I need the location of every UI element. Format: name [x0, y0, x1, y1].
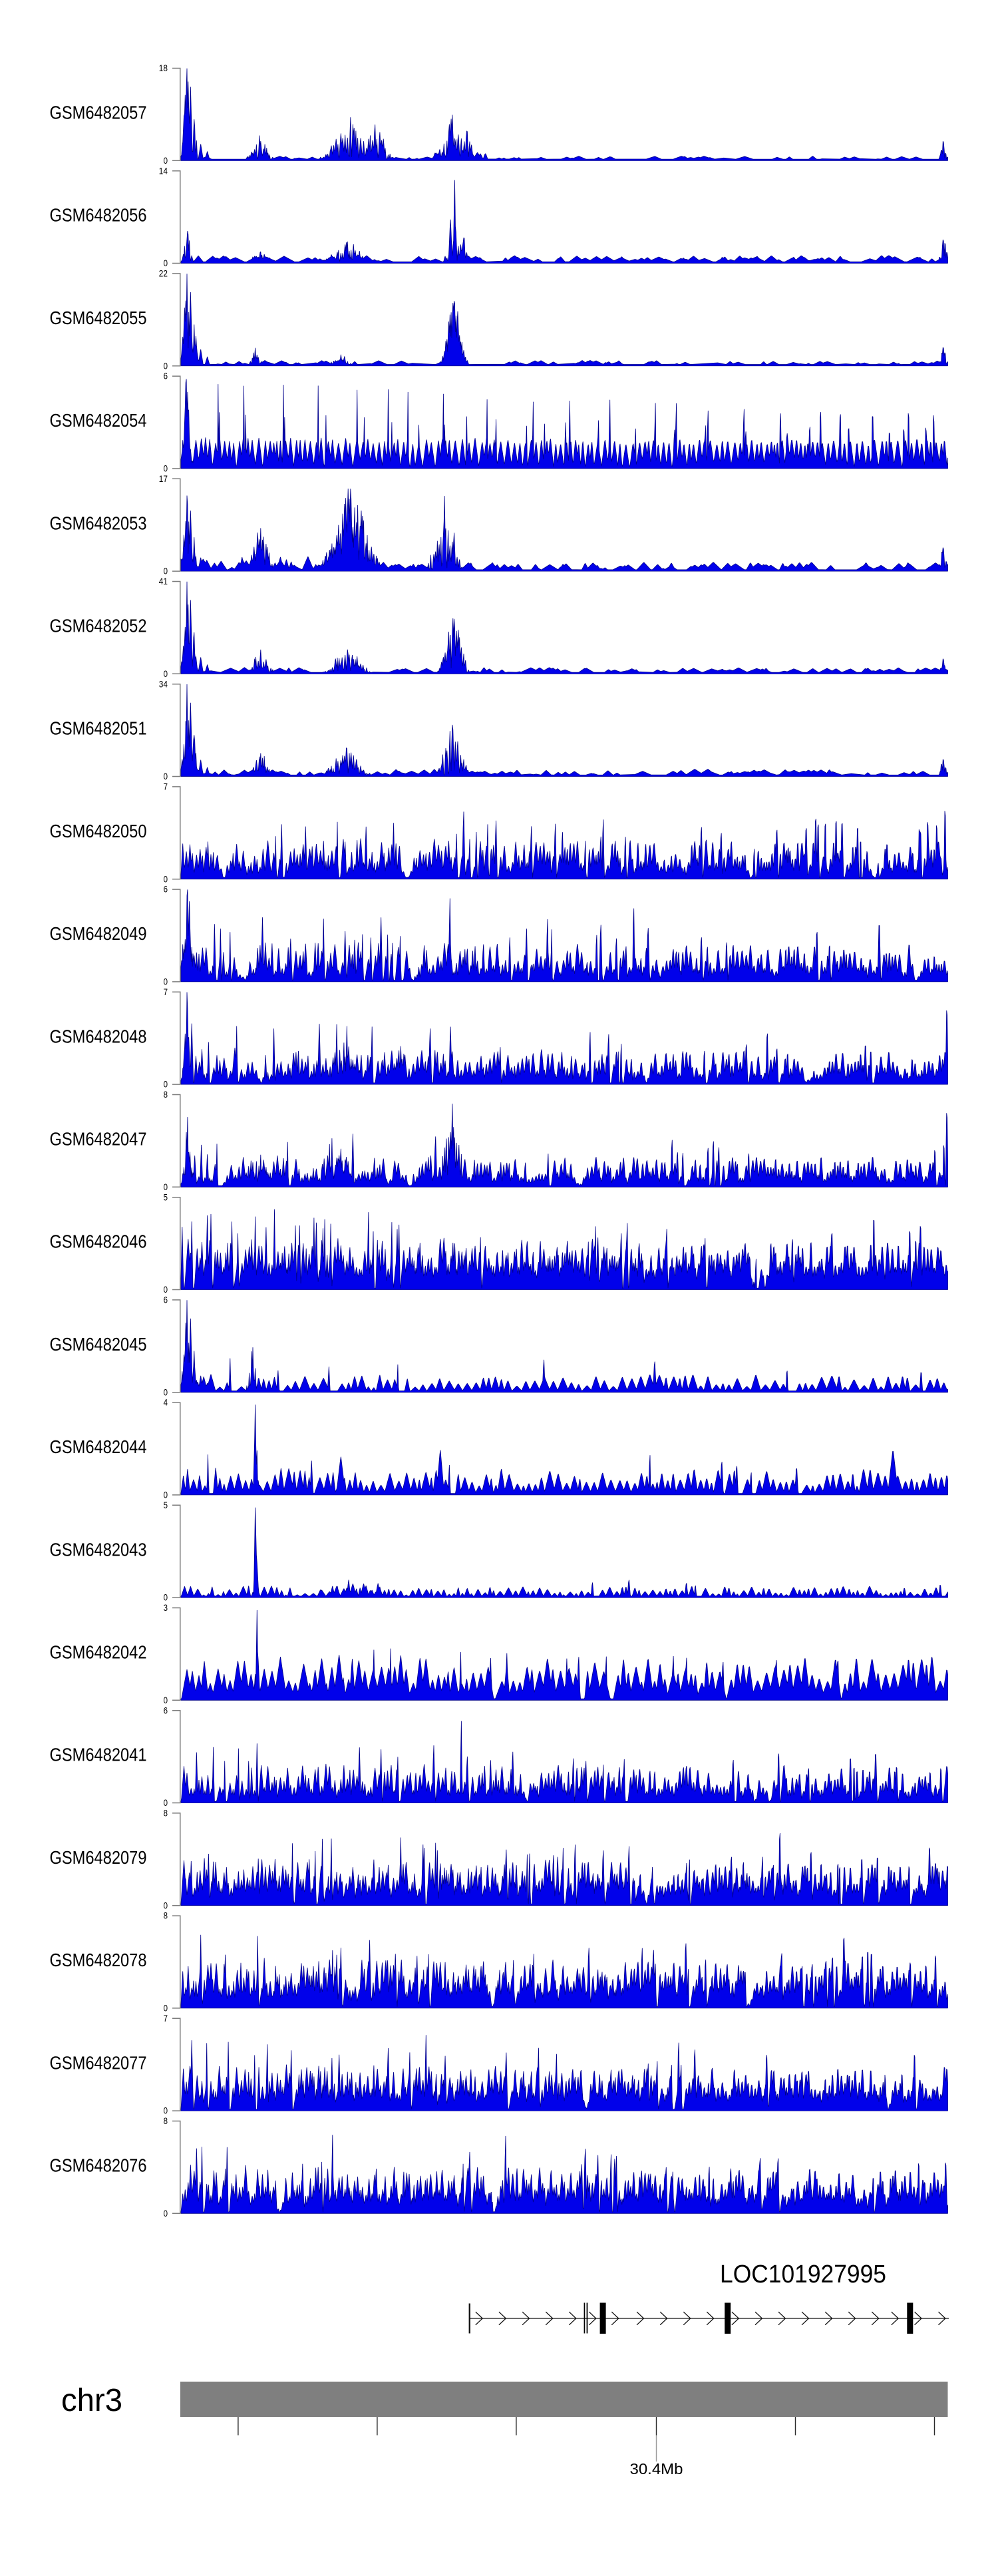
svg-text:GSM6482051: GSM6482051 [50, 718, 147, 739]
svg-text:0: 0 [164, 668, 168, 679]
svg-text:3: 3 [164, 1602, 168, 1613]
svg-text:30.4Mb: 30.4Mb [630, 2460, 683, 2477]
svg-text:5: 5 [164, 1191, 168, 1202]
svg-text:0: 0 [164, 258, 168, 268]
svg-text:0: 0 [164, 1181, 168, 1192]
svg-text:GSM6482049: GSM6482049 [50, 923, 147, 944]
svg-text:GSM6482052: GSM6482052 [50, 616, 147, 636]
svg-text:0: 0 [164, 1387, 168, 1397]
svg-text:34: 34 [159, 678, 168, 689]
svg-text:GSM6482044: GSM6482044 [50, 1436, 147, 1457]
svg-text:GSM6482057: GSM6482057 [50, 103, 147, 123]
svg-text:GSM6482055: GSM6482055 [50, 308, 147, 328]
svg-text:18: 18 [159, 63, 168, 73]
svg-text:0: 0 [164, 771, 168, 781]
svg-text:GSM6482043: GSM6482043 [50, 1539, 147, 1560]
svg-text:0: 0 [164, 1079, 168, 1090]
svg-text:GSM6482056: GSM6482056 [50, 205, 147, 226]
svg-text:0: 0 [164, 873, 168, 884]
svg-text:7: 7 [164, 2013, 168, 2024]
svg-text:GSM6482048: GSM6482048 [50, 1026, 147, 1046]
svg-text:22: 22 [159, 268, 168, 279]
svg-text:0: 0 [164, 1797, 168, 1808]
svg-text:0: 0 [164, 2003, 168, 2014]
svg-text:6: 6 [164, 371, 168, 381]
svg-text:8: 8 [164, 2115, 168, 2126]
svg-text:GSM6482050: GSM6482050 [50, 821, 147, 841]
svg-text:0: 0 [164, 1284, 168, 1295]
svg-text:0: 0 [164, 976, 168, 987]
svg-text:LOC101927995: LOC101927995 [720, 2260, 886, 2288]
svg-text:GSM6482045: GSM6482045 [50, 1334, 147, 1355]
svg-text:0: 0 [164, 155, 168, 166]
svg-text:GSM6482046: GSM6482046 [50, 1231, 147, 1252]
svg-text:0: 0 [164, 2208, 168, 2219]
svg-text:8: 8 [164, 1808, 168, 1819]
svg-text:8: 8 [164, 1089, 168, 1100]
svg-text:7: 7 [164, 986, 168, 997]
svg-text:GSM6482076: GSM6482076 [50, 2155, 147, 2176]
svg-text:7: 7 [164, 781, 168, 792]
svg-text:GSM6482053: GSM6482053 [50, 513, 147, 533]
svg-text:GSM6482078: GSM6482078 [50, 1950, 147, 1970]
svg-text:6: 6 [164, 1295, 168, 1305]
svg-text:0: 0 [164, 1490, 168, 1500]
svg-text:14: 14 [159, 165, 168, 176]
svg-text:6: 6 [164, 1705, 168, 1715]
svg-text:0: 0 [164, 566, 168, 576]
svg-text:GSM6482079: GSM6482079 [50, 1847, 147, 1868]
svg-text:0: 0 [164, 1900, 168, 1910]
svg-text:6: 6 [164, 884, 168, 895]
svg-text:GSM6482054: GSM6482054 [50, 410, 147, 431]
svg-text:chr3: chr3 [61, 2382, 122, 2418]
svg-text:GSM6482041: GSM6482041 [50, 1745, 147, 1765]
svg-text:0: 0 [164, 1592, 168, 1603]
svg-text:4: 4 [164, 1397, 168, 1408]
svg-text:GSM6482042: GSM6482042 [50, 1642, 147, 1663]
svg-text:0: 0 [164, 2105, 168, 2116]
svg-text:GSM6482077: GSM6482077 [50, 2052, 147, 2073]
svg-text:0: 0 [164, 1695, 168, 1705]
svg-text:GSM6482047: GSM6482047 [50, 1129, 147, 1150]
svg-text:5: 5 [164, 1500, 168, 1510]
svg-text:41: 41 [159, 576, 168, 586]
svg-text:17: 17 [159, 473, 168, 484]
svg-text:0: 0 [164, 463, 168, 474]
svg-text:0: 0 [164, 360, 168, 371]
svg-text:8: 8 [164, 1910, 168, 1921]
